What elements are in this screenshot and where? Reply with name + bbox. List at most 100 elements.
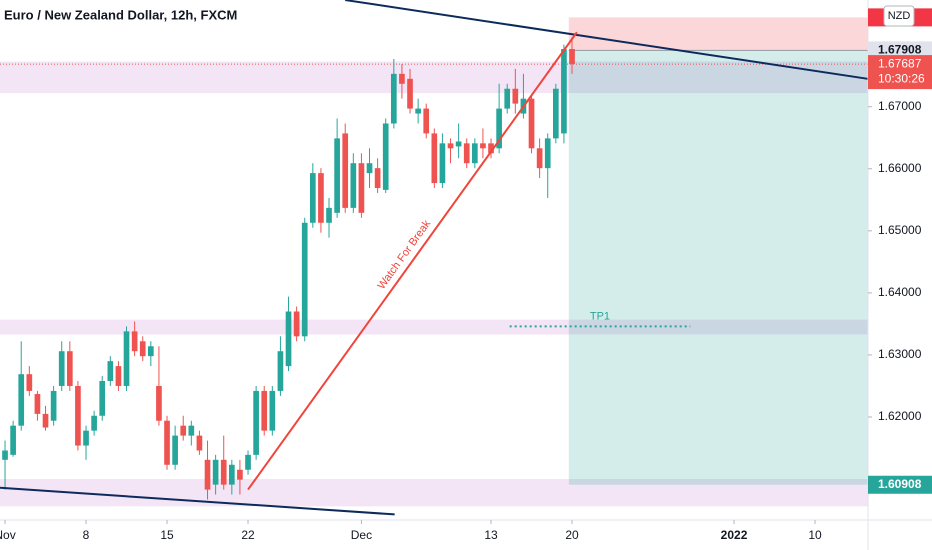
x-tick-label: 2022	[721, 528, 748, 542]
candle-body	[488, 143, 494, 154]
candle-body	[512, 88, 519, 104]
support-resistance-zone	[0, 479, 868, 507]
trendline	[0, 486, 395, 516]
candle-body	[75, 385, 81, 446]
candle-body	[366, 163, 373, 174]
x-tick-label: Dec	[351, 528, 372, 542]
entry-price-label: 1.67908	[878, 43, 922, 57]
candle-body	[261, 390, 268, 431]
candle-body	[447, 143, 454, 149]
support-resistance-zone	[0, 319, 868, 335]
candle-body	[358, 163, 365, 213]
candle-body	[536, 148, 543, 169]
last-price-label: 1.67687	[878, 56, 922, 70]
candle-body	[123, 331, 130, 386]
candle-body	[107, 361, 114, 382]
candle-body	[552, 88, 559, 139]
candle-body	[318, 173, 324, 223]
entry-price-box	[868, 41, 932, 60]
candle-body	[399, 73, 405, 84]
chart-title: Euro / New Zealand Dollar, 12h, FXCM	[4, 7, 237, 22]
x-tick-label: 20	[565, 528, 579, 542]
target-zone	[568, 50, 868, 485]
candle-body	[561, 49, 567, 134]
candle-body	[212, 459, 219, 485]
candle-body	[204, 459, 211, 490]
x-tick-label: 10	[808, 528, 822, 542]
y-tick-label: 1.64000	[878, 285, 922, 299]
candle-body	[463, 143, 470, 164]
candle-body	[342, 133, 349, 208]
candle-body	[156, 385, 162, 421]
trendline	[345, 0, 868, 80]
y-tick-label: 1.65000	[878, 223, 922, 237]
candle-body	[382, 123, 389, 190]
candle-body	[172, 435, 178, 465]
x-tick-label: Nov	[0, 528, 16, 542]
candle-body	[50, 390, 57, 421]
candle-body	[334, 138, 340, 213]
target-price-label: 1.60908	[878, 477, 922, 491]
candle-body	[431, 133, 438, 184]
y-tick-label: 1.62000	[878, 409, 922, 423]
trendline	[247, 31, 578, 491]
candle-body	[455, 141, 462, 147]
y-tick-label: 1.67000	[878, 99, 922, 113]
candle-body	[237, 469, 243, 480]
candle-body	[196, 435, 203, 451]
candle-body	[496, 108, 502, 149]
countdown-label: 10:30:26	[878, 71, 925, 85]
candle-body	[66, 351, 73, 386]
candle-body	[18, 374, 25, 426]
candle-body	[10, 425, 16, 455]
candle-body	[245, 454, 251, 470]
tp-label: TP1	[590, 310, 610, 322]
candle-body	[439, 143, 446, 184]
candle-body	[253, 390, 259, 455]
candle-body	[58, 351, 65, 386]
candle-body	[131, 331, 138, 352]
candle-body	[285, 311, 292, 367]
candle-body	[423, 108, 430, 134]
candle-body	[99, 381, 106, 416]
y-tick-label: 1.66000	[878, 161, 922, 175]
candle-body	[277, 351, 284, 391]
candle-body	[407, 78, 413, 109]
candle-body	[415, 108, 421, 114]
candle-body	[228, 464, 235, 485]
candle-body	[139, 341, 146, 357]
candle-body	[115, 366, 122, 386]
candle-body	[309, 173, 316, 223]
candle-body	[504, 88, 511, 109]
candle-body	[544, 138, 551, 169]
candle-body	[350, 163, 357, 208]
support-resistance-zone	[0, 61, 868, 94]
candle-body	[220, 459, 227, 485]
candle-body	[471, 143, 478, 164]
candle-body	[34, 394, 41, 414]
last-price-box	[868, 55, 932, 90]
stop-zone	[568, 17, 868, 51]
candle-body	[293, 311, 300, 337]
candle-body	[26, 374, 33, 391]
candle-body	[374, 168, 381, 189]
candle-body	[42, 413, 49, 428]
target-price-box	[868, 475, 932, 494]
candle-body	[2, 450, 8, 460]
candle-body	[480, 143, 486, 149]
candle-body	[390, 73, 397, 124]
candle-body	[147, 346, 154, 357]
candle-body	[83, 430, 89, 446]
candle-body	[569, 49, 575, 65]
currency-box	[883, 5, 915, 27]
candle-body	[91, 415, 97, 431]
currency-label: NZD	[888, 10, 911, 22]
candle-body	[326, 207, 332, 223]
candle-body	[188, 425, 195, 436]
candle-body	[301, 222, 308, 337]
candle-body	[528, 98, 535, 149]
x-tick-label: 8	[83, 528, 90, 542]
candle-body	[269, 390, 276, 431]
x-tick-label: 22	[241, 528, 255, 542]
